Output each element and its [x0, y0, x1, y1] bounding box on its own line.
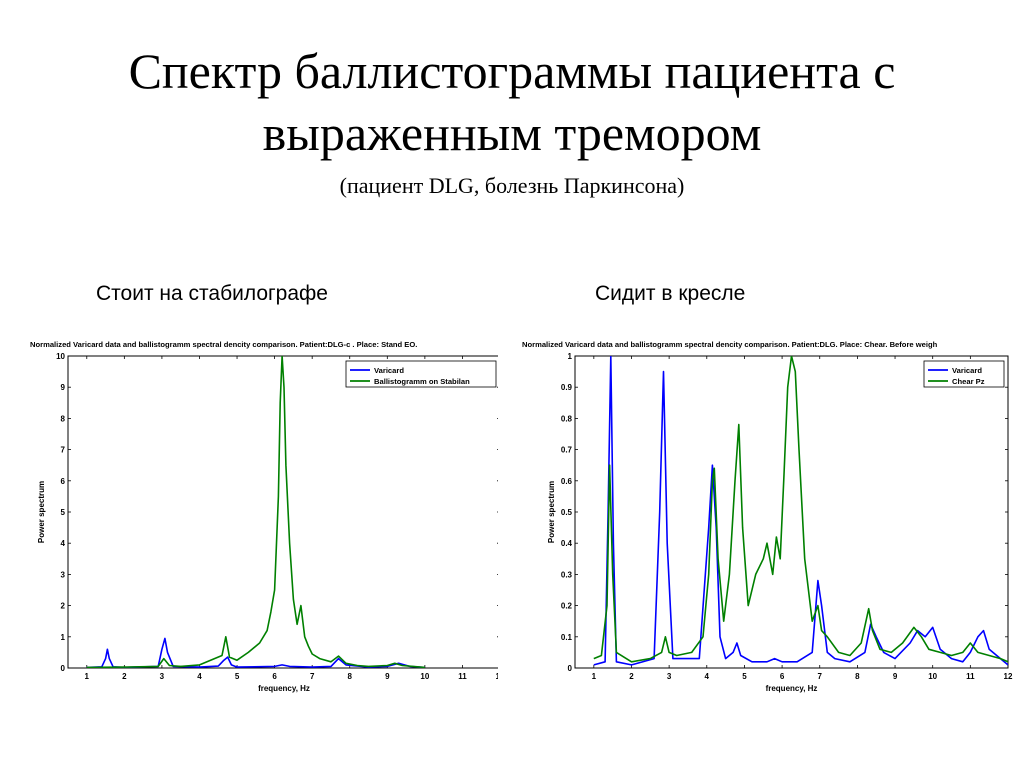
y-tick-label: 0.6 — [561, 477, 573, 486]
x-tick-label: 11 — [458, 672, 467, 681]
y-tick-label: 0.1 — [561, 633, 573, 642]
chart-legend: Varicard Chear Pz — [923, 360, 1005, 388]
legend-label: Ballistogramm on Stabilan — [374, 377, 470, 386]
y-tick-label: 0.4 — [561, 539, 573, 548]
legend-label: Varicard — [374, 366, 404, 375]
series-line-1 — [593, 356, 1008, 666]
slide-subtitle: (пациент DLG, болезнь Паркинсона) — [339, 173, 685, 198]
chart-title: Normalized Varicard data and ballistogra… — [30, 340, 417, 349]
y-tick-label: 0 — [61, 664, 66, 673]
x-tick-label: 12 — [1004, 672, 1013, 681]
legend-box — [345, 360, 497, 388]
legend-box — [923, 360, 1005, 388]
x-tick-label: 4 — [705, 672, 710, 681]
x-tick-label: 5 — [742, 672, 747, 681]
right-panel-caption: Сидит в кресле — [595, 282, 746, 305]
sitting-spectrum-chart: Normalized Varicard data and ballistogra… — [522, 340, 1013, 693]
y-axis-label: Power spectrum — [547, 481, 556, 543]
x-axis-label: frequency, Hz — [766, 684, 818, 693]
x-tick-label: 6 — [780, 672, 785, 681]
series-line-1 — [86, 637, 425, 668]
chart-title: Normalized Varicard data and ballistogra… — [522, 340, 938, 349]
x-tick-label: 10 — [420, 672, 429, 681]
legend-label: Chear Pz — [952, 377, 985, 386]
x-tick-label: 1 — [85, 672, 90, 681]
x-axis-label: frequency, Hz — [258, 684, 310, 693]
y-tick-label: 0.9 — [561, 383, 573, 392]
legend-label: Varicard — [952, 366, 982, 375]
x-tick-label: 7 — [818, 672, 823, 681]
x-tick-label: 2 — [629, 672, 634, 681]
x-tick-label: 5 — [235, 672, 240, 681]
y-tick-label: 4 — [61, 539, 66, 548]
x-tick-label: 3 — [160, 672, 165, 681]
x-tick-label: 6 — [272, 672, 277, 681]
y-tick-label: 1 — [61, 633, 66, 642]
y-tick-label: 6 — [61, 477, 66, 486]
y-tick-label: 9 — [61, 383, 66, 392]
x-tick-label: 11 — [966, 672, 975, 681]
plot-area — [574, 355, 1009, 669]
series-line-2 — [86, 356, 425, 668]
y-tick-label: 0.3 — [561, 570, 573, 579]
y-tick-label: 0.8 — [561, 414, 573, 423]
plot-area — [67, 355, 498, 669]
x-tick-label: 10 — [928, 672, 937, 681]
left-panel-caption: Стоит на стабилографе — [96, 282, 328, 305]
y-tick-label: 0.5 — [561, 508, 573, 517]
x-tick-label: 8 — [855, 672, 860, 681]
x-tick-label: 9 — [385, 672, 390, 681]
y-tick-label: 1 — [568, 352, 573, 361]
x-tick-label: 12 — [496, 672, 498, 681]
y-tick-label: 3 — [61, 570, 66, 579]
y-tick-label: 10 — [56, 352, 65, 361]
y-tick-label: 2 — [61, 602, 66, 611]
y-tick-label: 0 — [568, 664, 573, 673]
x-tick-label: 2 — [122, 672, 127, 681]
y-tick-label: 0.2 — [561, 602, 573, 611]
y-tick-label: 7 — [61, 446, 66, 455]
series-line-2 — [593, 356, 1008, 663]
x-tick-label: 4 — [197, 672, 202, 681]
x-tick-label: 1 — [592, 672, 597, 681]
y-tick-label: 5 — [61, 508, 66, 517]
y-tick-label: 0.7 — [561, 446, 573, 455]
slide-title: Спектр баллистограммы пациента с выражен… — [128, 43, 896, 161]
x-tick-label: 9 — [893, 672, 898, 681]
standing-spectrum-chart: Normalized Varicard data and ballistogra… — [30, 340, 498, 693]
x-tick-label: 3 — [667, 672, 672, 681]
x-tick-label: 8 — [348, 672, 353, 681]
x-tick-label: 7 — [310, 672, 315, 681]
y-tick-label: 8 — [61, 414, 66, 423]
chart-legend: Varicard Ballistogramm on Stabilan — [345, 360, 497, 388]
y-axis-label: Power spectrum — [37, 481, 46, 543]
